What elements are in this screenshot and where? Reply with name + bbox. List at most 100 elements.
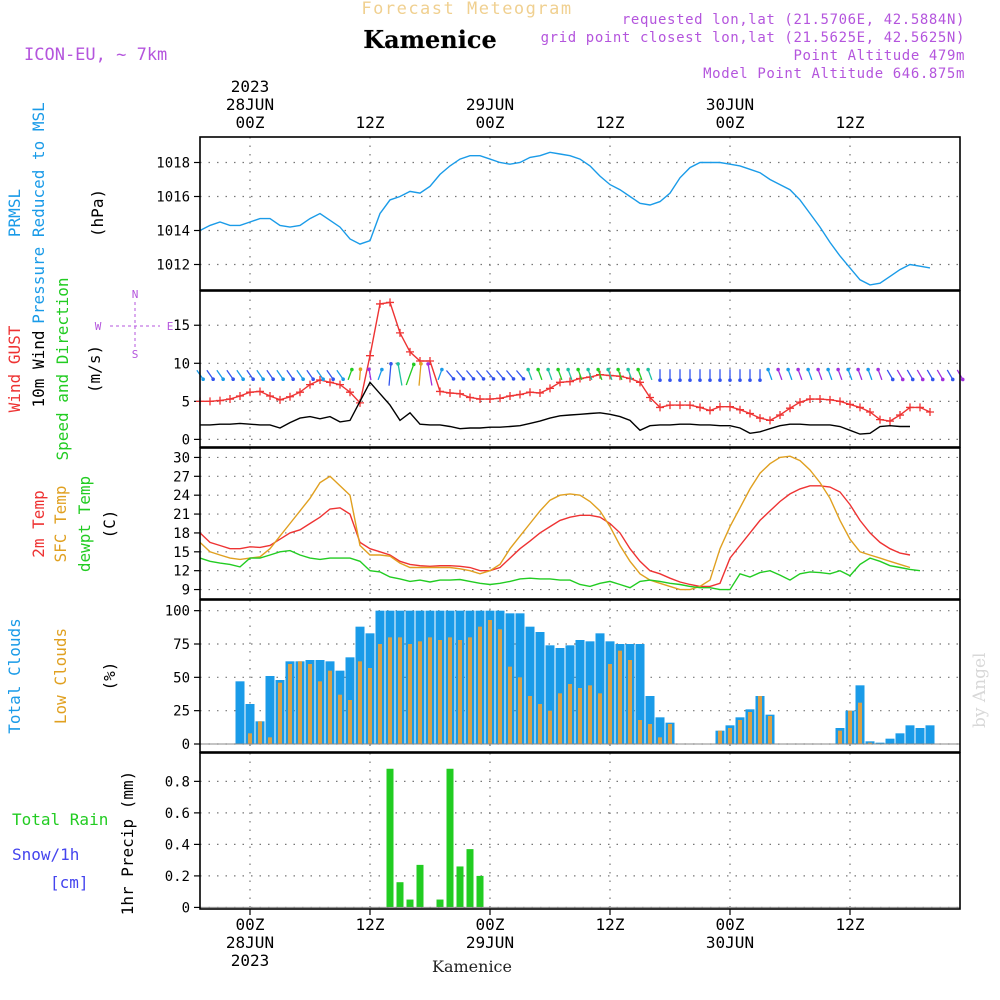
y-tick-label: 12	[173, 564, 190, 580]
low-clouds-bar	[638, 720, 642, 744]
wind-arrow	[427, 363, 433, 386]
low-clouds-bar	[648, 724, 652, 744]
gust-marker	[376, 299, 384, 308]
gust-marker	[256, 387, 264, 396]
gust-marker	[556, 378, 564, 387]
pressure-unit: (hPa)	[88, 189, 107, 237]
gust-marker	[796, 398, 804, 407]
rain-bar	[436, 899, 444, 908]
rain-bar	[416, 864, 424, 908]
low-clouds-bar	[528, 696, 532, 744]
gust-marker	[896, 411, 904, 420]
bottom-time-tick-label: 00Z	[236, 915, 265, 934]
wind-arrow-head	[836, 367, 840, 372]
bottom-time-tick-label: 12Z	[596, 915, 625, 934]
wind-arrow	[216, 369, 224, 380]
wind-arrow	[336, 369, 344, 380]
compass-rose: N E S W	[95, 288, 174, 361]
wind-arrow	[896, 369, 904, 380]
clouds-unit: (%)	[100, 662, 119, 691]
wind-arrow	[206, 369, 214, 380]
low-clouds-bar	[488, 620, 492, 744]
wind-arrow	[847, 369, 853, 381]
wind-arrow	[567, 369, 573, 381]
wind-arrow-head	[491, 377, 496, 381]
low-clouds-bar	[558, 693, 562, 744]
wind-arrow-head	[708, 378, 712, 383]
wind-arrow-head	[521, 377, 526, 381]
wind-arrow-head	[698, 378, 702, 383]
temp-label-dew: dewpt Temp	[75, 476, 94, 572]
wind-arrow-head	[940, 377, 945, 382]
wind-arrow-head	[910, 377, 915, 382]
low-clouds-bar	[388, 637, 392, 744]
wind-arrow-head	[291, 377, 295, 382]
wind-arrow-head	[900, 377, 905, 382]
total-clouds-bar	[925, 725, 935, 744]
wind-arrow	[627, 369, 633, 381]
pressure-line	[199, 151, 931, 286]
location-title: Kamenice	[363, 25, 497, 54]
wind-arrow-head	[576, 367, 580, 372]
gust-marker	[546, 384, 554, 393]
gust-marker	[466, 393, 474, 402]
low-clouds-bar	[418, 641, 422, 744]
wind-arrow	[515, 370, 525, 380]
gust-marker	[666, 401, 674, 410]
watermark: by Angel	[970, 653, 990, 729]
low-clouds-bar	[338, 694, 342, 744]
wind-label-speed: Speed and Direction	[53, 277, 72, 460]
wind-arrow-head	[960, 377, 965, 382]
pressure-label-2: Pressure Reduced to MSL	[29, 102, 48, 324]
wind-arrow-head	[718, 378, 722, 383]
low-clouds-bar	[518, 677, 522, 744]
wind-arrow-head	[526, 367, 530, 372]
low-clouds-bar	[618, 650, 622, 744]
y-tick-label: 1012	[156, 258, 190, 274]
wind-arrow-head	[856, 367, 860, 372]
y-tick-label: 15	[173, 318, 190, 334]
compass-w: W	[95, 320, 102, 333]
wind-arrow-head	[826, 367, 830, 372]
wind-arrow	[807, 369, 813, 381]
low-clouds-bar	[868, 742, 872, 744]
rain-bar	[446, 768, 454, 908]
wind-arrow-head	[846, 367, 850, 372]
y-tick-label: 0.6	[165, 806, 190, 822]
gust-marker	[266, 392, 274, 401]
gust-marker	[676, 401, 684, 410]
wind-arrow-head	[536, 367, 540, 372]
wind-arrow-head	[461, 377, 466, 381]
low-clouds-bar	[378, 644, 382, 744]
gust-marker	[276, 395, 284, 404]
wind-arrow-head	[380, 367, 384, 372]
top-time-tick-label: 12Z	[596, 113, 625, 132]
wind-arrow-head	[546, 367, 550, 372]
wind-arrow-head	[271, 377, 275, 382]
gust-marker	[526, 388, 534, 397]
wind-arrow	[647, 369, 653, 381]
wind-arrow	[597, 369, 603, 381]
panel-wind: 0 5 10 15	[173, 291, 965, 448]
wind-arrow-head	[231, 377, 235, 382]
gust-marker	[226, 395, 234, 404]
top-time-tick-label: 12Z	[836, 113, 865, 132]
wind-arrow	[256, 369, 264, 380]
wind-arrow-head	[440, 367, 444, 372]
wind-arrow-head	[451, 377, 456, 381]
clouds-label-low: Low Clouds	[51, 628, 70, 724]
panel-temperature: 9 12 15 18 21 24 27 30	[173, 447, 961, 600]
wind-label-10m: 10m Wind	[29, 330, 48, 407]
low-clouds-bar	[848, 710, 852, 744]
super-title: Forecast Meteogram	[361, 0, 572, 19]
wind-arrow	[557, 369, 563, 381]
wind-unit: (m/s)	[85, 345, 104, 393]
low-clouds-bar	[598, 693, 602, 744]
wind-arrow	[226, 369, 234, 380]
gust-marker	[296, 388, 304, 397]
gust-marker	[706, 406, 714, 415]
wind-arrow	[537, 369, 543, 381]
gust-marker	[396, 328, 404, 337]
bottom-year-label: 2023	[231, 951, 270, 970]
wind-arrow-head	[596, 367, 600, 372]
